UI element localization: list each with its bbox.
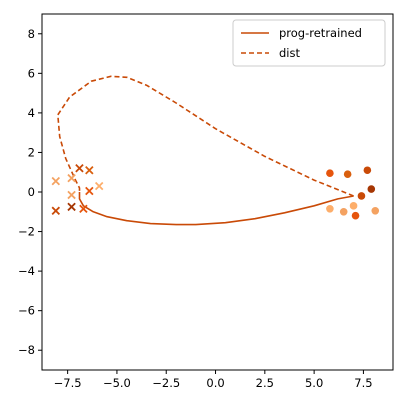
x-marker-1 [67, 173, 76, 183]
x-tick-label: 0.0 [206, 376, 224, 390]
circle-marker-3 [367, 185, 376, 193]
y-tick-label: 0 [28, 185, 35, 199]
circle-marker-5 [326, 205, 334, 213]
plot-area [42, 14, 393, 370]
series-line-prog-retrained [78, 192, 354, 226]
x-tick-label: −7.5 [54, 376, 82, 390]
legend-label-dist: dist [279, 46, 300, 60]
circle-marker-1 [343, 170, 352, 178]
x-tick-label: 5.0 [305, 376, 323, 390]
x-marker-9 [79, 204, 88, 214]
x-marker-3 [85, 166, 94, 175]
y-tick-label: −4 [18, 264, 35, 278]
x-marker-6 [67, 190, 76, 200]
legend-label-prog-retrained: prog-retrained [279, 26, 362, 40]
x-tick-label: 7.5 [354, 376, 372, 390]
series-line-dist [57, 75, 354, 197]
circle-marker-0 [326, 169, 334, 178]
circle-marker-9 [371, 206, 380, 215]
x-marker-7 [51, 206, 61, 216]
y-tick-label: 4 [28, 106, 35, 120]
x-marker-8 [67, 202, 76, 212]
y-tick-label: −2 [18, 225, 35, 239]
y-tick-label: 2 [28, 145, 35, 159]
legend: prog-retrained dist [232, 19, 386, 67]
y-tick-label: −6 [18, 304, 35, 318]
circle-marker-2 [363, 166, 372, 175]
legend-box [232, 19, 386, 67]
circle-marker-7 [349, 202, 358, 210]
y-tick-label: −8 [18, 343, 35, 357]
x-axis-ticks: −7.5 −5.0 −2.5 0.0 2.5 5.0 7.5 [54, 370, 373, 390]
marks-layer [51, 75, 380, 226]
circle-marker-4 [357, 192, 366, 200]
x-marker-0 [51, 176, 61, 186]
circle-marker-6 [339, 207, 348, 216]
x-tick-label: −5.0 [103, 376, 131, 390]
x-marker-5 [85, 186, 94, 196]
y-tick-label: 8 [28, 27, 35, 41]
y-axis-ticks: −8 −6 −4 −2 0 2 4 6 8 [18, 27, 42, 357]
circle-marker-8 [351, 211, 360, 220]
x-tick-label: 2.5 [256, 376, 274, 390]
x-tick-label: −2.5 [152, 376, 180, 390]
y-tick-label: 6 [28, 66, 35, 80]
x-marker-4 [94, 181, 104, 191]
x-marker-2 [75, 164, 84, 173]
